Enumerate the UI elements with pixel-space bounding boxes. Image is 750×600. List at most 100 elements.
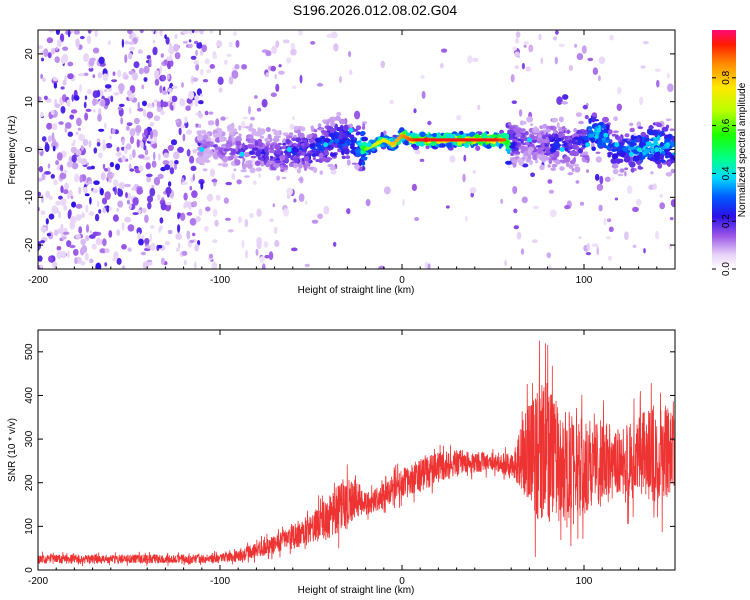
noise-speckle bbox=[575, 180, 580, 184]
noise-speckle bbox=[70, 109, 78, 114]
noise-speckle bbox=[74, 173, 79, 183]
noise-speckle bbox=[189, 218, 197, 226]
noise-speckle bbox=[55, 160, 60, 166]
noise-speckle bbox=[616, 103, 622, 112]
noise-speckle bbox=[467, 55, 473, 64]
ridge-mark bbox=[516, 159, 522, 163]
ridge-mark bbox=[580, 153, 587, 156]
noise-speckle bbox=[414, 149, 421, 155]
noise-speckle bbox=[133, 61, 140, 69]
noise-speckle bbox=[169, 95, 173, 102]
ridge-core bbox=[392, 141, 397, 145]
noise-speckle bbox=[75, 234, 81, 239]
ridge-mark bbox=[640, 131, 647, 137]
noise-speckle bbox=[71, 94, 74, 102]
noise-speckle bbox=[209, 64, 215, 69]
noise-speckle bbox=[171, 95, 178, 103]
ridge-mark bbox=[304, 155, 310, 161]
ridge-mark bbox=[274, 144, 281, 151]
noise-speckle bbox=[134, 119, 140, 124]
ridge-mark bbox=[542, 123, 548, 129]
colorbar-tick-label: 0.2 bbox=[721, 214, 732, 228]
ridge-mark bbox=[572, 143, 578, 150]
ridge-mark bbox=[656, 135, 661, 141]
noise-speckle bbox=[113, 251, 119, 260]
ridge-mark bbox=[465, 133, 470, 137]
ridge-mark bbox=[588, 133, 594, 138]
noise-speckle bbox=[96, 138, 101, 143]
noise-speckle bbox=[100, 172, 106, 181]
noise-speckle bbox=[330, 31, 338, 39]
noise-speckle bbox=[617, 87, 622, 94]
ridge-mark bbox=[623, 154, 631, 160]
noise-speckle bbox=[86, 89, 93, 95]
noise-speckle bbox=[556, 96, 563, 105]
ridge-mark bbox=[601, 137, 607, 141]
noise-speckle bbox=[627, 185, 633, 194]
noise-speckle bbox=[218, 87, 223, 93]
ridge-mark bbox=[602, 116, 609, 123]
noise-speckle bbox=[153, 176, 161, 186]
noise-speckle bbox=[165, 202, 172, 206]
ridge-mark bbox=[301, 160, 305, 165]
ridge-mark bbox=[572, 163, 579, 167]
noise-speckle bbox=[45, 190, 51, 199]
noise-speckle bbox=[262, 263, 266, 269]
noise-speckle bbox=[531, 239, 538, 244]
noise-speckle bbox=[323, 205, 330, 215]
ridge-mark bbox=[282, 132, 289, 136]
noise-speckle bbox=[182, 30, 190, 34]
noise-speckle bbox=[100, 99, 106, 107]
ridge-mark bbox=[308, 138, 315, 144]
ridge-mark bbox=[611, 163, 619, 169]
noise-speckle bbox=[532, 205, 540, 210]
ridge-mark bbox=[594, 134, 599, 139]
ridge-mark bbox=[247, 163, 253, 169]
noise-speckle bbox=[197, 240, 201, 246]
noise-speckle bbox=[50, 174, 55, 179]
noise-speckle bbox=[581, 45, 587, 54]
ridge-mark bbox=[548, 153, 555, 158]
noise-speckle bbox=[635, 198, 642, 206]
ridge-mark bbox=[204, 159, 211, 163]
noise-speckle bbox=[152, 46, 158, 56]
ridge-mark bbox=[520, 128, 526, 132]
noise-speckle bbox=[151, 30, 155, 33]
ridge-mark bbox=[575, 112, 583, 117]
noise-speckle bbox=[86, 162, 89, 166]
noise-speckle bbox=[137, 209, 142, 214]
noise-speckle bbox=[174, 52, 181, 60]
ridge-mark bbox=[207, 120, 215, 126]
colorbar-tick-label: 0.8 bbox=[721, 70, 732, 84]
ridge-mark bbox=[298, 162, 303, 169]
ridge-mark bbox=[521, 142, 526, 146]
noise-speckle bbox=[118, 103, 125, 107]
ridge-mark bbox=[247, 141, 254, 144]
y-tick-label: -10 bbox=[24, 190, 35, 205]
ridge-mark bbox=[197, 132, 202, 136]
noise-speckle bbox=[92, 74, 96, 78]
noise-speckle bbox=[421, 90, 426, 99]
noise-speckle bbox=[102, 73, 109, 81]
noise-speckle bbox=[45, 218, 49, 225]
ridge-mark bbox=[266, 143, 272, 146]
noise-speckle bbox=[127, 247, 132, 252]
ridge-mark bbox=[272, 137, 280, 143]
ridge-peak bbox=[614, 142, 620, 148]
noise-speckle bbox=[179, 98, 184, 106]
noise-speckle bbox=[204, 58, 210, 65]
noise-speckle bbox=[190, 165, 197, 171]
ridge-mark bbox=[511, 138, 519, 143]
noise-speckle bbox=[149, 233, 152, 242]
noise-speckle bbox=[241, 121, 246, 129]
noise-speckle bbox=[115, 163, 120, 171]
noise-speckle bbox=[67, 131, 74, 137]
noise-speckle bbox=[567, 172, 574, 176]
noise-speckle bbox=[182, 133, 186, 142]
noise-speckle bbox=[586, 169, 589, 173]
ridge-mark bbox=[548, 157, 553, 165]
ridge-mark bbox=[281, 146, 286, 150]
noise-speckle bbox=[236, 179, 242, 185]
ridge-mark bbox=[219, 136, 224, 142]
noise-speckle bbox=[109, 161, 115, 168]
